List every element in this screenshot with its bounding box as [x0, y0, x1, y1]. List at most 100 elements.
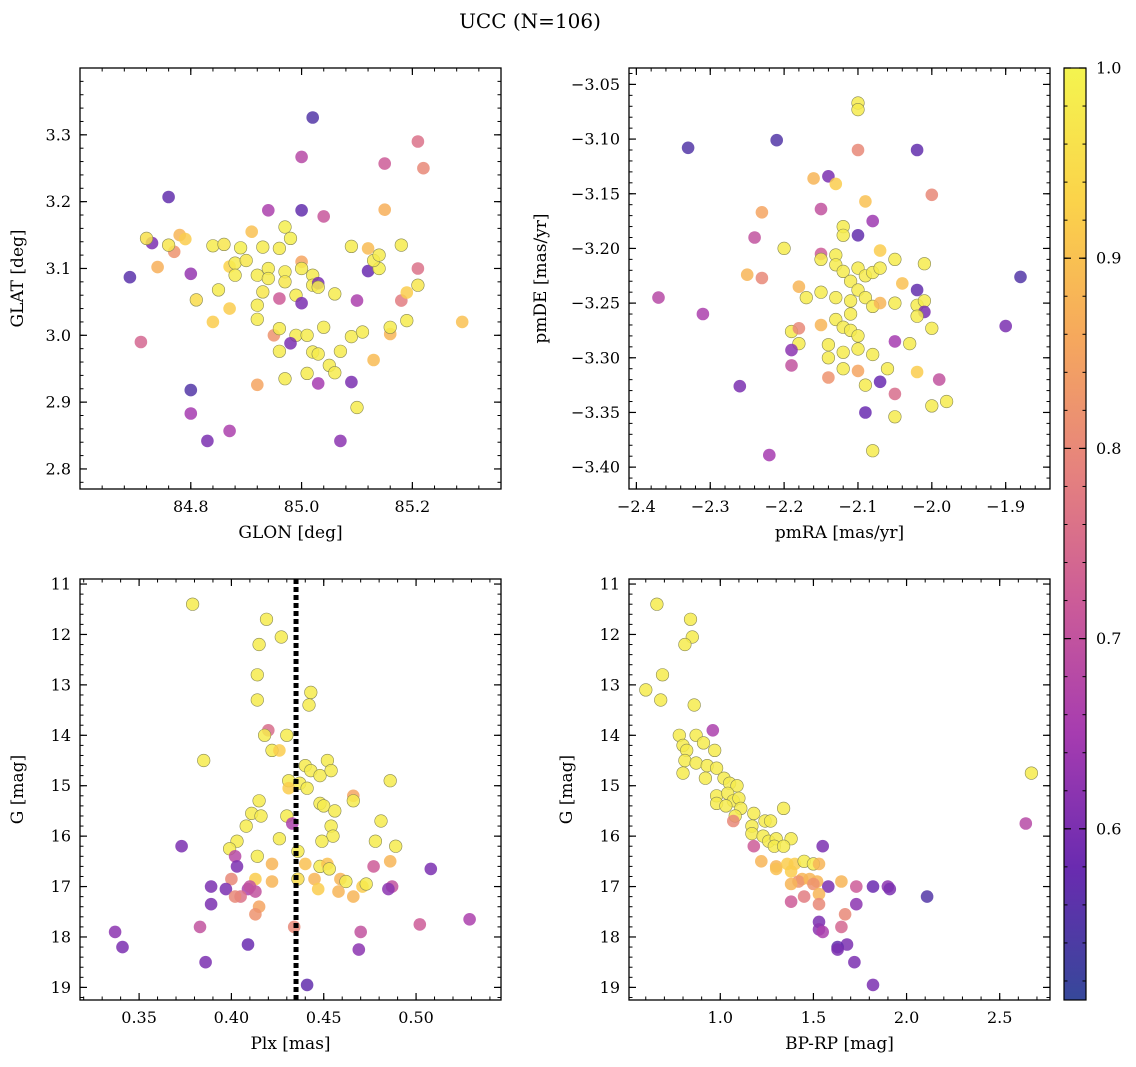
x-tick-label: −2.1 — [839, 497, 878, 516]
scatter-point — [411, 278, 425, 292]
scatter-points — [652, 96, 1027, 462]
scatter-point — [747, 839, 761, 853]
scatter-point — [234, 241, 248, 255]
scatter-point — [295, 150, 308, 164]
scatter-point — [189, 293, 203, 307]
scatter-point — [873, 375, 887, 389]
x-tick-label: −2.3 — [691, 497, 730, 516]
axis-ticks: −2.4 −2.3 −2.2 −2.1 −2.0 −1.9 −3.40 −3.35 −3.30 −… — [571, 68, 1051, 516]
scatter-point — [206, 315, 220, 329]
scatter-point — [326, 829, 340, 843]
scatter-point — [162, 190, 175, 204]
scatter-point — [755, 271, 769, 285]
y-tick-label: −3.35 — [571, 403, 620, 422]
y-tick-label: 18 — [51, 927, 71, 946]
scatter-point — [883, 882, 897, 896]
scatter-point — [706, 724, 720, 737]
scatter-point — [655, 668, 670, 682]
panel-bprp-g: 1.0 1.5 2.0 2.5 11 12 13 14 15 16 17 18 19 BP-RP [mag… — [557, 575, 1051, 1054]
scatter-point — [816, 925, 829, 939]
y-tick-label: 13 — [51, 675, 71, 694]
scatter-point — [851, 102, 865, 117]
scatter-point — [193, 920, 207, 934]
scatter-point — [792, 280, 806, 294]
scatter-point — [272, 344, 287, 358]
x-tick-label: 84.8 — [173, 497, 209, 516]
scatter-point — [223, 302, 236, 315]
scatter-point — [254, 809, 268, 823]
scatter-point — [888, 387, 902, 401]
scatter-point — [835, 875, 848, 888]
scatter-point — [814, 252, 828, 266]
scatter-point — [241, 938, 255, 951]
scatter-point — [650, 597, 664, 611]
scatter-point — [411, 135, 425, 148]
scatter-point — [328, 287, 342, 301]
scatter-point — [295, 261, 309, 276]
scatter-point — [1014, 270, 1027, 284]
scatter-point — [745, 826, 759, 841]
scatter-point — [400, 286, 414, 299]
y-tick-label: −3.10 — [571, 130, 620, 149]
scatter-point — [123, 270, 137, 284]
scatter-point — [812, 857, 826, 871]
y-tick-label: −3.30 — [571, 348, 620, 367]
scatter-point — [776, 801, 791, 816]
scatter-point — [179, 232, 192, 246]
panel-pmra-pmde: −2.4 −2.3 −2.2 −2.1 −2.0 −1.9 −3.40 −3.35 −3.30 −… — [531, 67, 1051, 543]
x-tick-label: 0.50 — [398, 1008, 434, 1027]
scatter-point — [858, 291, 873, 305]
colorbar-scale — [1063, 67, 1087, 1001]
scatter-point — [332, 885, 345, 898]
scatter-point — [308, 872, 321, 886]
scatter-point — [311, 882, 325, 896]
scatter-point — [259, 612, 274, 626]
scatter-point — [821, 351, 836, 365]
scatter-point — [814, 318, 828, 332]
colorbar-ticks: 0.6 0.7 0.8 0.9 1.0 — [1064, 59, 1121, 982]
x-tick-label: 2.5 — [987, 1008, 1012, 1027]
y-tick-label: 18 — [600, 927, 620, 946]
y-tick-label: 19 — [51, 978, 71, 997]
scatter-point — [873, 261, 887, 275]
scatter-point — [424, 862, 438, 876]
scatter-point — [374, 814, 388, 828]
scatter-point — [162, 238, 176, 252]
scatter-point — [683, 612, 698, 626]
scatter-point — [851, 229, 865, 242]
scatter-point — [748, 231, 761, 244]
scatter-points — [639, 597, 1038, 992]
scatter-point — [211, 283, 226, 297]
scatter-point — [184, 383, 198, 397]
x-tick-label: 2.0 — [894, 1008, 919, 1027]
scatter-point — [383, 320, 397, 334]
axes-frame — [628, 578, 1051, 1001]
scatter-point — [463, 913, 476, 926]
y-tick-label: −3.40 — [571, 458, 620, 477]
scatter-point — [687, 698, 701, 712]
x-tick-label: −2.2 — [765, 497, 804, 516]
scatter-point — [317, 210, 331, 223]
scatter-point — [784, 895, 798, 908]
scatter-point — [361, 264, 375, 278]
scatter-point — [455, 315, 469, 329]
scatter-point — [250, 378, 264, 392]
y-tick-label: 3.3 — [46, 125, 71, 144]
y-tick-label: 14 — [600, 726, 620, 745]
scatter-point — [273, 744, 286, 757]
scatter-point — [273, 292, 286, 305]
scatter-point — [350, 400, 364, 415]
x-tick-label: 0.40 — [214, 1008, 250, 1027]
scatter-point — [355, 325, 370, 339]
scatter-point — [204, 897, 218, 911]
scatter-point — [873, 244, 887, 257]
scatter-point — [755, 206, 769, 219]
scatter-point — [831, 943, 844, 956]
scatter-point — [896, 277, 909, 290]
y-tick-label: 16 — [600, 827, 620, 846]
scatter-point — [311, 377, 325, 390]
scatter-point — [378, 203, 392, 216]
scatter-point — [206, 239, 220, 253]
scatter-point — [333, 344, 348, 358]
